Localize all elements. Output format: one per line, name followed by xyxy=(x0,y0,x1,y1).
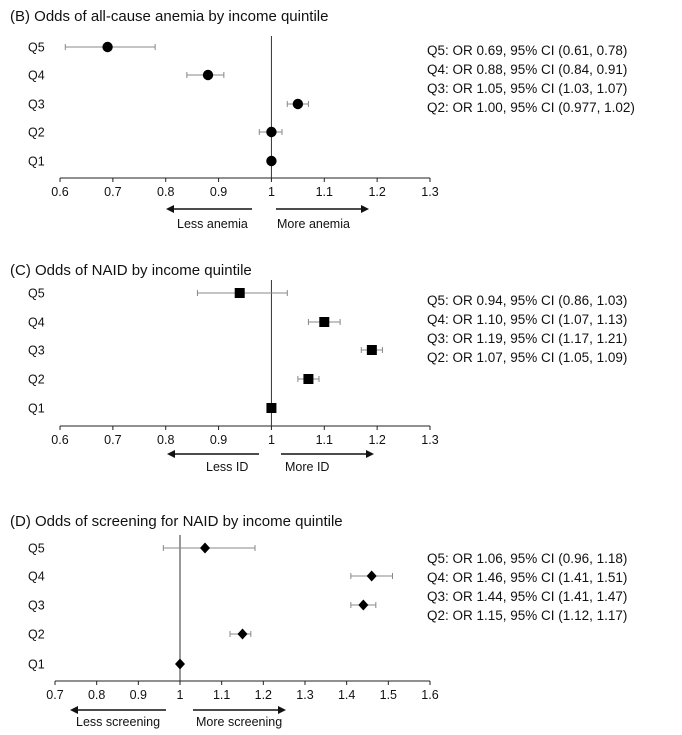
panel-screening: (D) Odds of screening for NAID by income… xyxy=(0,513,682,735)
panel-anemia: (B) Odds of all-cause anemia by income q… xyxy=(0,8,682,243)
x-tick-label: 1 xyxy=(268,185,275,199)
arrow-head xyxy=(166,205,174,213)
panel-title: (B) Odds of all-cause anemia by income q… xyxy=(10,8,329,25)
x-tick-label: 1 xyxy=(268,433,275,447)
arrow-head xyxy=(70,706,78,714)
right-arrow xyxy=(276,205,369,213)
x-tick-label: 0.9 xyxy=(130,688,147,702)
x-tick-label: 0.6 xyxy=(51,185,68,199)
point-estimate xyxy=(266,403,277,413)
panel-title: (C) Odds of NAID by income quintile xyxy=(10,262,252,279)
point-estimate xyxy=(237,628,248,640)
x-tick-label: 0.8 xyxy=(157,185,174,199)
forest-plot-naid: 0.6 0.7 0.8 0.9 1 1.1 1.2 1.3 Q5 Q4 Q3 Q2 Q1 xyxy=(28,280,439,458)
row-label: Q4 xyxy=(28,69,45,83)
row-label: Q2 xyxy=(28,373,45,387)
point-estimate xyxy=(234,288,245,298)
stat-line: Q2: OR 1.00, 95% CI (0.977, 1.02) xyxy=(427,100,635,115)
x-tick-label: 0.9 xyxy=(210,185,227,199)
x-tick-label: 1.1 xyxy=(316,185,333,199)
x-tick-label: 1 xyxy=(177,688,184,702)
x-tick-label: 1.1 xyxy=(213,688,230,702)
right-arrow xyxy=(281,450,374,458)
row-label: Q2 xyxy=(28,628,45,642)
point-estimate xyxy=(202,69,214,81)
row-label: Q5 xyxy=(28,41,45,55)
direction-label-left: Less screening xyxy=(76,715,161,729)
stat-line: Q5: OR 1.06, 95% CI (0.96, 1.18) xyxy=(427,551,628,566)
x-tick-label: 0.7 xyxy=(104,185,121,199)
point-estimate xyxy=(319,317,330,327)
row-label: Q3 xyxy=(28,98,45,112)
stat-line: Q5: OR 0.69, 95% CI (0.61, 0.78) xyxy=(427,43,628,58)
stat-line: Q3: OR 1.05, 95% CI (1.03, 1.07) xyxy=(427,81,628,96)
stat-line: Q2: OR 1.07, 95% CI (1.05, 1.09) xyxy=(427,350,628,365)
stat-line: Q2: OR 1.15, 95% CI (1.12, 1.17) xyxy=(427,608,628,623)
stat-line: Q5: OR 0.94, 95% CI (0.86, 1.03) xyxy=(427,293,628,308)
row-label: Q4 xyxy=(28,316,45,330)
x-tick-label: 1.3 xyxy=(296,688,313,702)
row-label: Q5 xyxy=(28,542,45,556)
point-estimate xyxy=(292,98,304,110)
arrow-head xyxy=(366,450,374,458)
x-tick-label: 1.4 xyxy=(338,688,355,702)
x-tick-label: 0.7 xyxy=(104,433,121,447)
left-arrow xyxy=(70,706,166,714)
stat-line: Q3: OR 1.19, 95% CI (1.17, 1.21) xyxy=(427,331,628,346)
x-tick-label: 1.5 xyxy=(380,688,397,702)
arrow-head xyxy=(361,205,369,213)
forest-plot-anemia: 0.6 0.7 0.8 0.9 1 1.1 1.2 1.3 Q5 Q4 Q3 Q2 Q1 xyxy=(28,36,439,213)
arrow-head xyxy=(278,706,286,714)
x-tick-label: 1.1 xyxy=(316,433,333,447)
direction-label-right: More ID xyxy=(285,460,330,474)
stat-line: Q4: OR 1.10, 95% CI (1.07, 1.13) xyxy=(427,312,628,327)
x-tick-label: 1.2 xyxy=(255,688,272,702)
stat-line: Q4: OR 0.88, 95% CI (0.84, 0.91) xyxy=(427,62,628,77)
stat-line: Q4: OR 1.46, 95% CI (1.41, 1.51) xyxy=(427,570,628,585)
row-label: Q4 xyxy=(28,570,45,584)
direction-label-left: Less anemia xyxy=(177,217,248,231)
forest-plot-screening: 0.7 0.8 0.9 1 1.1 1.2 1.3 1.4 1.5 1.6 Q5 Q4 Q3 Q2 Q1 xyxy=(28,535,439,714)
x-tick-label: 1.3 xyxy=(421,433,438,447)
point-estimate xyxy=(102,41,113,53)
point-estimate xyxy=(175,658,185,670)
x-tick-label: 0.9 xyxy=(210,433,227,447)
x-tick-label: 1.2 xyxy=(368,185,385,199)
x-tick-label: 0.8 xyxy=(157,433,174,447)
left-arrow xyxy=(166,205,252,213)
x-tick-label: 0.6 xyxy=(51,433,68,447)
direction-label-right: More anemia xyxy=(277,217,350,231)
x-tick-label: 1.3 xyxy=(421,185,438,199)
row-label: Q5 xyxy=(28,287,45,301)
row-label: Q3 xyxy=(28,599,45,613)
point-estimate xyxy=(266,155,277,167)
x-tick-label: 0.7 xyxy=(46,688,63,702)
row-label: Q2 xyxy=(28,126,45,140)
row-label: Q1 xyxy=(28,402,45,416)
point-estimate xyxy=(366,570,377,582)
right-arrow xyxy=(193,706,286,714)
direction-label-left: Less ID xyxy=(206,460,249,474)
point-estimate xyxy=(358,599,369,611)
x-tick-label: 0.8 xyxy=(88,688,105,702)
point-estimate xyxy=(303,374,314,384)
x-tick-label: 1.2 xyxy=(368,433,385,447)
direction-label-right: More screening xyxy=(196,715,283,729)
point-estimate xyxy=(366,345,377,355)
point-estimate xyxy=(200,542,210,554)
row-label: Q1 xyxy=(28,155,45,169)
x-tick-label: 1.6 xyxy=(421,688,438,702)
row-label: Q1 xyxy=(28,658,45,672)
arrow-head xyxy=(167,450,175,458)
panel-naid: (C) Odds of NAID by income quintile 0.6 0… xyxy=(0,262,682,497)
row-label: Q3 xyxy=(28,344,45,358)
stat-line: Q3: OR 1.44, 95% CI (1.41, 1.47) xyxy=(427,589,628,604)
left-arrow xyxy=(167,450,259,458)
panel-title: (D) Odds of screening for NAID by income… xyxy=(10,513,343,530)
point-estimate xyxy=(266,126,277,138)
